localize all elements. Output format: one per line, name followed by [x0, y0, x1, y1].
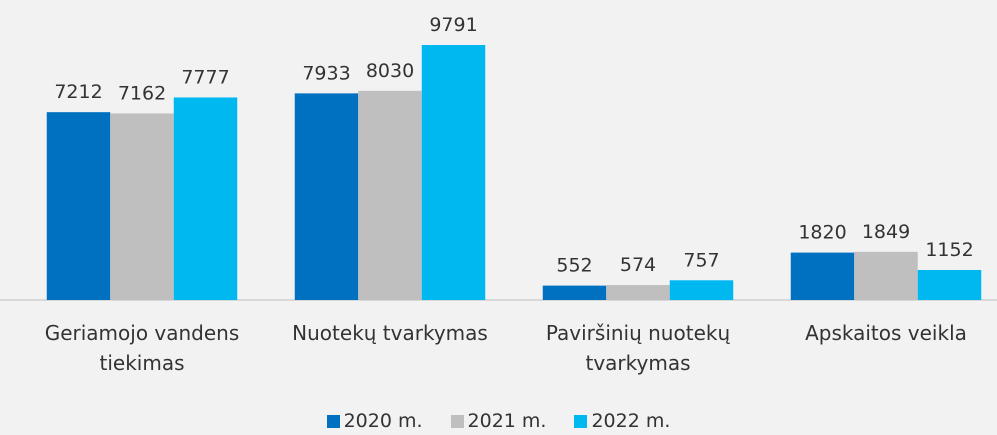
value-label: 552	[556, 255, 592, 277]
legend-item: 2020 m.	[326, 410, 423, 432]
value-label: 7212	[54, 81, 102, 103]
value-label: 7777	[181, 66, 229, 88]
bar	[790, 252, 855, 300]
bar	[542, 285, 607, 300]
bar	[294, 93, 359, 301]
value-label: 9791	[429, 14, 477, 36]
value-label: 1820	[798, 222, 846, 244]
bar	[358, 90, 422, 300]
bar	[917, 269, 982, 300]
bar	[606, 285, 670, 300]
legend-label: 2020 m.	[343, 410, 423, 432]
bar	[110, 113, 174, 300]
value-label: 1849	[862, 221, 910, 243]
bar	[669, 280, 734, 300]
legend-item: 2021 m.	[450, 410, 547, 432]
x-tick-label: Geriamojo vandens tiekimas	[44, 321, 240, 375]
x-tick-label: Paviršinių nuotekų tvarkymas	[545, 321, 731, 375]
x-tick-label: Nuotekų tvarkymas	[292, 321, 488, 345]
legend: 2020 m. 2021 m. 2022 m.	[0, 410, 997, 432]
value-label: 8030	[366, 60, 414, 82]
legend-label: 2022 m.	[591, 410, 671, 432]
bar	[854, 251, 918, 300]
bar	[421, 45, 486, 300]
value-label: 574	[620, 254, 656, 276]
legend-label: 2021 m.	[467, 410, 547, 432]
bar	[46, 112, 111, 300]
value-label: 1152	[925, 239, 973, 261]
bar	[173, 97, 238, 300]
legend-swatch	[450, 414, 464, 428]
value-label: 757	[683, 249, 719, 271]
legend-swatch	[326, 414, 340, 428]
x-tick-label: Apskaitos veikla	[805, 321, 967, 345]
value-label: 7933	[302, 62, 350, 84]
value-label: 7162	[118, 82, 166, 104]
legend-swatch	[574, 414, 588, 428]
legend-item: 2022 m.	[574, 410, 670, 432]
